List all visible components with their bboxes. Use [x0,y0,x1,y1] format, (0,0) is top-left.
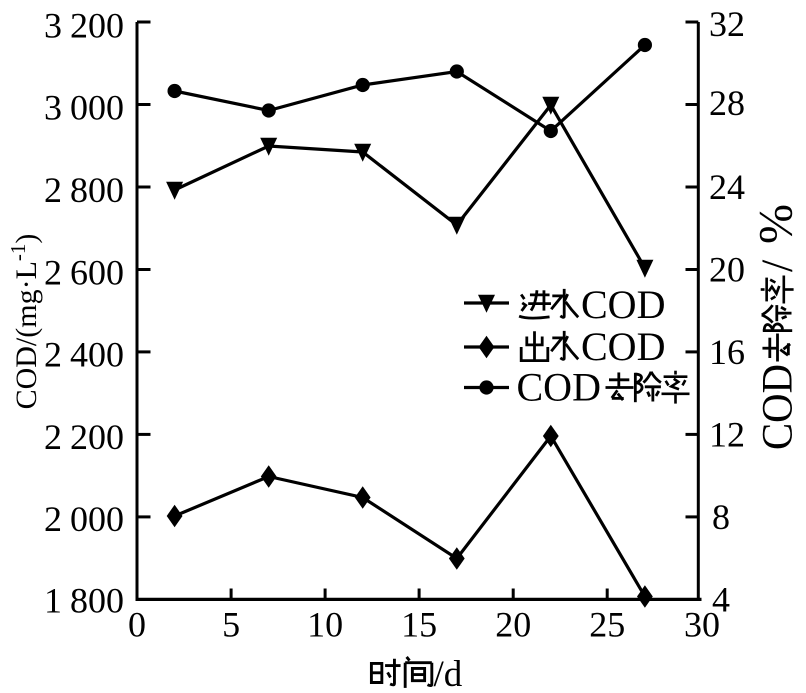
svg-text:4: 4 [712,579,730,619]
svg-text:/: / [753,259,802,272]
svg-text:25: 25 [589,605,625,645]
svg-text:COD: COD [581,282,665,327]
svg-text:32: 32 [709,4,745,44]
svg-text:12: 12 [709,414,745,454]
svg-text:8: 8 [712,497,730,537]
svg-text:0: 0 [128,605,146,645]
svg-text:COD: COD [581,324,665,369]
svg-text:30: 30 [684,605,720,645]
svg-text:28: 28 [709,83,745,123]
svg-text:%: % [750,204,803,244]
svg-text:COD/(mg·L-1): COD/(mg·L-1) [6,234,43,410]
svg-text:/d: /d [434,654,463,693]
svg-text:24: 24 [709,167,745,207]
svg-text:COD: COD [517,365,601,410]
svg-text:10: 10 [307,605,343,645]
svg-text:20: 20 [495,605,531,645]
svg-text:COD: COD [755,364,802,450]
svg-text:20: 20 [709,250,745,290]
svg-text:5: 5 [222,605,240,645]
svg-text:16: 16 [709,332,745,372]
svg-text:15: 15 [401,605,437,645]
